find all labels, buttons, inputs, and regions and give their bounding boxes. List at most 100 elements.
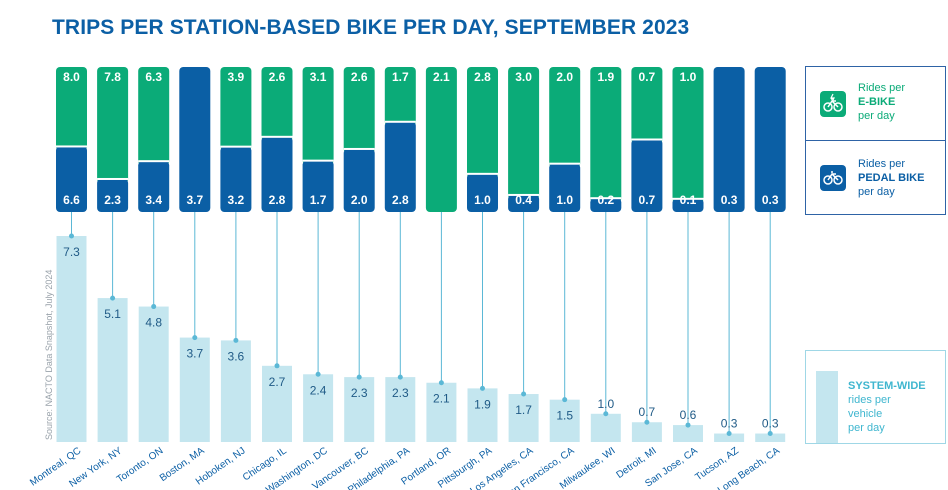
pedal-value-label: 3.4 <box>145 193 162 207</box>
system-bar <box>344 377 375 442</box>
bar-divider <box>467 172 498 175</box>
system-bar <box>179 337 210 442</box>
pedal-bar <box>508 194 540 212</box>
legend-ebike-line3: per day <box>858 110 895 122</box>
system-value-label: 4.8 <box>145 316 162 330</box>
legend-system-line1: SYSTEM-WIDE <box>848 380 926 392</box>
ebike-bar <box>508 67 540 199</box>
system-bar <box>97 298 128 442</box>
ebike-value-label: 2.0 <box>556 70 573 84</box>
ebike-value-label: 2.1 <box>433 70 450 84</box>
connector-dot <box>356 374 362 380</box>
pedal-value-label: 2.8 <box>269 193 286 207</box>
bar-divider <box>549 162 581 165</box>
ebike-value-label: 8.0 <box>63 70 80 84</box>
system-value-label: 2.3 <box>392 386 409 400</box>
bar-divider <box>343 147 375 150</box>
connector-dot <box>603 411 609 417</box>
ebike-value-label: 1.7 <box>392 70 409 84</box>
legend-system: SYSTEM-WIDE rides per vehicle per day <box>805 350 946 444</box>
legend-ebike-line2: E-BIKE <box>858 96 896 108</box>
pedal-bar <box>343 148 375 212</box>
legend-pedal: Rides per PEDAL BIKE per day <box>805 140 946 215</box>
bar-divider <box>590 197 622 200</box>
bar-divider <box>138 160 170 163</box>
connector-dot <box>644 419 650 425</box>
ebike-icon <box>820 91 846 117</box>
ebike-value-label: 2.6 <box>269 70 286 84</box>
pedal-value-label: 0.2 <box>597 193 614 207</box>
ebike-value-label: 1.0 <box>680 70 697 84</box>
ebike-bar <box>384 67 416 126</box>
system-value-label: 2.1 <box>433 392 450 406</box>
connector-dot <box>521 391 527 397</box>
legend-system-line2: rides per <box>848 394 891 406</box>
pedal-bar <box>631 139 663 212</box>
ebike-bar <box>549 67 581 168</box>
ebike-value-label: 6.3 <box>145 70 162 84</box>
pedal-value-label: 0.4 <box>515 193 532 207</box>
ebike-bar <box>425 67 457 212</box>
pedal-value-label: 6.6 <box>63 193 80 207</box>
bar-divider <box>302 159 334 162</box>
system-value-label: 0.3 <box>762 417 779 431</box>
system-bar <box>262 365 292 442</box>
pedal-bar <box>138 161 170 212</box>
ebike-bar <box>56 67 87 151</box>
system-value-label: 1.9 <box>474 397 491 411</box>
pedal-value-label: 1.0 <box>474 193 491 207</box>
pedal-value-label: 2.8 <box>392 193 409 207</box>
ebike-bar <box>672 67 704 203</box>
ebike-bar <box>631 67 663 144</box>
connector-dot <box>726 431 732 437</box>
ebike-bar <box>138 67 170 166</box>
pedal-value-label: 0.7 <box>639 193 656 207</box>
legend-ebike: Rides per E-BIKE per day <box>805 66 946 142</box>
pedal-value-label: 3.7 <box>186 193 203 207</box>
category-label: Toronto, ON <box>115 445 165 485</box>
system-value-label: 3.7 <box>186 347 203 361</box>
connector-dot <box>110 295 116 301</box>
system-swatch <box>816 371 838 443</box>
system-bar <box>467 388 498 442</box>
ebike-value-label: 3.0 <box>515 70 532 84</box>
pedal-bar <box>590 198 622 212</box>
pedal-bar <box>302 160 334 212</box>
system-value-label: 3.6 <box>228 349 245 363</box>
ebike-bar <box>467 67 498 178</box>
system-bar <box>590 413 621 442</box>
pedal-value-label: 0.3 <box>721 193 738 207</box>
ebike-value-label: 3.1 <box>310 70 327 84</box>
bar-divider <box>220 145 252 148</box>
connector-dot <box>192 335 198 341</box>
system-value-label: 0.7 <box>639 405 656 419</box>
pedal-value-label: 2.0 <box>351 193 368 207</box>
pedal-value-label: 0.3 <box>762 193 779 207</box>
pedal-bar <box>261 136 293 212</box>
ebike-value-label: 0.7 <box>639 70 656 84</box>
connector-dot <box>562 397 568 403</box>
system-bar <box>138 306 169 442</box>
pedal-bar <box>549 163 581 212</box>
pedal-value-label: 3.2 <box>228 193 245 207</box>
system-bar <box>673 425 703 442</box>
system-bar <box>755 433 786 442</box>
ebike-value-label: 3.9 <box>228 70 245 84</box>
ebike-bar <box>590 67 622 203</box>
bar-divider <box>261 135 293 138</box>
system-value-label: 5.1 <box>104 307 121 321</box>
pedal-bar <box>713 67 745 212</box>
source-note: Source: NACTO Data Snapshot, July 2024 <box>44 269 54 440</box>
ebike-bar <box>343 67 375 153</box>
pedal-value-label: 0.1 <box>680 193 697 207</box>
system-value-label: 2.7 <box>269 375 286 389</box>
pedal-value-label: 2.3 <box>104 193 121 207</box>
system-bar <box>56 236 87 442</box>
bar-divider <box>631 138 663 141</box>
legend-ebike-line1: Rides per <box>858 82 906 94</box>
bar-divider <box>672 197 704 200</box>
system-bar <box>508 394 539 442</box>
ebike-bar <box>220 67 252 151</box>
pedal-value-label: 1.0 <box>556 193 573 207</box>
